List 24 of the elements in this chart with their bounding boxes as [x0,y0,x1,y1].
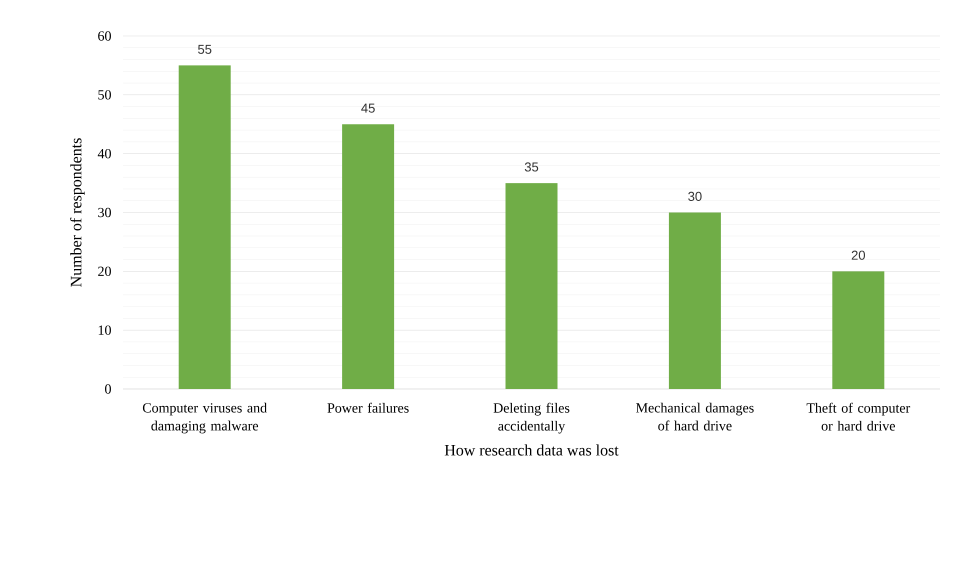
data-label: 20 [852,250,866,260]
data-label: 45 [361,104,375,113]
x-tick-label: Power failures [327,402,409,413]
y-tick-label: 60 [98,31,111,41]
y-tick-label: 50 [98,90,111,100]
y-axis-title: Number of respondents [70,138,85,287]
x-axis-title: How research data was lost [444,444,619,456]
bar [178,65,231,389]
y-tick-label: 20 [98,266,111,276]
y-tick-label: 0 [105,384,111,394]
bar [342,124,394,389]
x-tick-label: Mechanical damages of hard drive [636,402,754,431]
y-tick-label: 10 [98,325,111,335]
x-tick-label: Computer viruses and damaging malware [142,402,267,434]
x-tick-label: Deleting files accidentally [494,402,570,434]
y-tick-label: 30 [98,208,111,218]
bar [668,212,721,389]
bar [832,271,884,389]
x-tick-label: Theft of computer or hard drive [806,402,910,431]
data-label: 35 [524,162,538,172]
y-tick-label: 40 [98,148,111,158]
bar [506,183,558,389]
data-label: 55 [198,44,212,54]
data-label: 30 [688,192,702,201]
